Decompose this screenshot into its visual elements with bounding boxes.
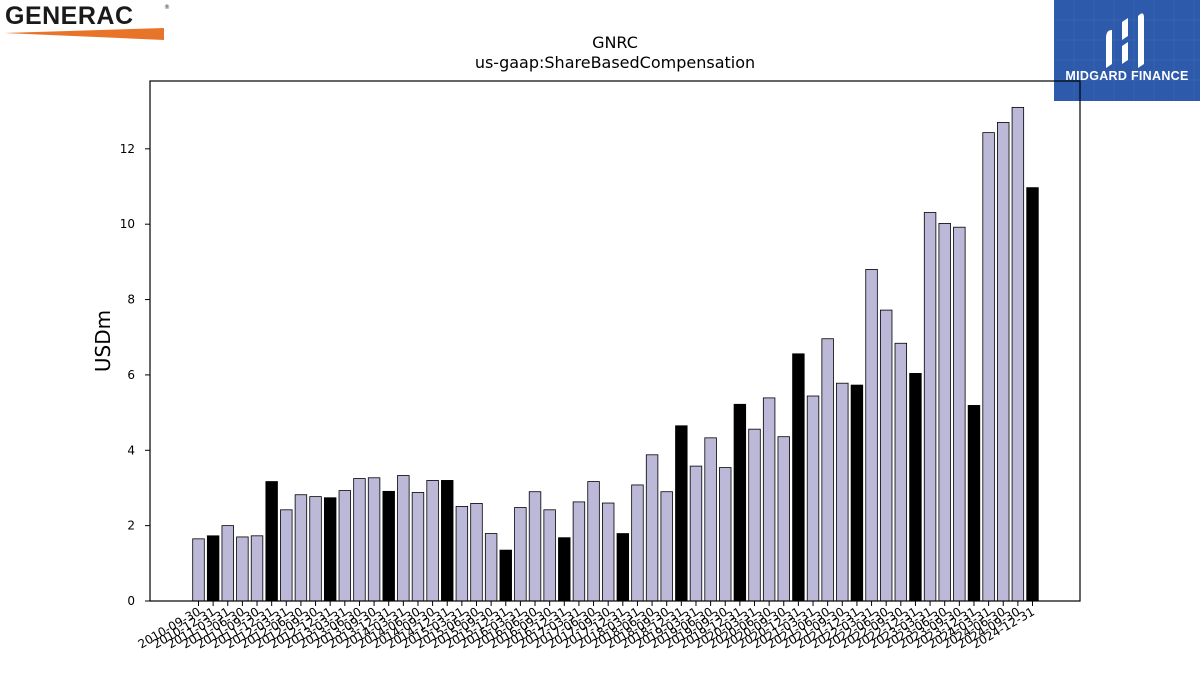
bar-2023-12-31 xyxy=(967,405,981,602)
bar-2020-12-31 xyxy=(792,353,805,602)
bar-2023-03-31 xyxy=(923,212,937,602)
bar-2011-03-31 xyxy=(221,525,234,602)
bar-2013-09-30 xyxy=(367,477,381,602)
bar-2017-09-30 xyxy=(601,502,615,602)
bar-2022-12-31 xyxy=(909,373,922,602)
bar-2015-03-31 xyxy=(455,506,469,602)
bar-series xyxy=(192,106,1039,602)
bar-2020-09-30 xyxy=(777,436,790,602)
bar-2024-09-30 xyxy=(1011,106,1025,602)
bar-2018-12-31 xyxy=(675,425,688,602)
bar-2014-09-30 xyxy=(426,480,439,602)
bar-2018-09-30 xyxy=(660,491,673,602)
x-axis: 2010-09-302010-12-312011-03-312011-06-30… xyxy=(136,601,1037,651)
bar-2016-06-30 xyxy=(528,491,542,602)
bar-2011-09-30 xyxy=(250,535,264,602)
y-tick-label: 6 xyxy=(127,368,135,382)
bar-2019-12-31 xyxy=(733,403,747,602)
bar-2017-03-31 xyxy=(572,501,586,602)
bar-2021-06-30 xyxy=(821,338,834,602)
y-tick-label: 2 xyxy=(127,519,135,533)
bar-2013-06-30 xyxy=(353,478,366,602)
bar-2024-12-31 xyxy=(1026,187,1039,602)
y-axis-label: USDm xyxy=(91,310,115,372)
bar-2010-12-31 xyxy=(206,535,220,602)
bar-2022-03-31 xyxy=(865,269,878,602)
bar-2013-12-31 xyxy=(382,490,395,602)
y-axis: 0 2 4 6 8 10 12 xyxy=(120,142,150,608)
bar-2019-09-30 xyxy=(719,467,732,602)
bar-2014-06-30 xyxy=(411,492,425,602)
bar-2014-03-31 xyxy=(397,475,410,602)
bar-2021-12-31 xyxy=(850,384,864,602)
midgard-finance-logo: MIDGARD FINANCE xyxy=(1054,0,1200,101)
bar-2022-06-30 xyxy=(879,309,893,602)
bar-2020-06-30 xyxy=(762,397,776,602)
bar-2015-09-30 xyxy=(484,533,498,602)
y-tick-label: 0 xyxy=(127,594,135,608)
bar-2011-06-30 xyxy=(236,536,249,602)
registered-mark: ® xyxy=(164,4,170,11)
chart-subtitle: us-gaap:ShareBasedCompensation xyxy=(475,53,755,72)
bar-2023-09-30 xyxy=(953,226,966,602)
bar-2022-09-30 xyxy=(894,342,908,602)
bar-2015-12-31 xyxy=(499,549,512,602)
bar-2020-03-31 xyxy=(748,428,761,602)
midgard-finance-text: MIDGARD FINANCE xyxy=(1065,69,1189,83)
bar-2019-03-31 xyxy=(689,465,703,602)
bar-2021-03-31 xyxy=(806,395,820,602)
bar-2016-09-30 xyxy=(543,509,556,602)
bar-2013-03-31 xyxy=(338,490,352,602)
generac-swoosh-icon xyxy=(4,28,164,40)
plot-frame xyxy=(149,80,1081,602)
bar-2010-09-30 xyxy=(192,538,205,602)
bar-2012-09-30 xyxy=(309,496,322,602)
bar-2024-03-31 xyxy=(982,132,995,602)
bar-2012-03-31 xyxy=(280,509,293,602)
bar-2024-06-30 xyxy=(997,122,1010,602)
bar-2021-09-30 xyxy=(836,382,849,602)
bar-2014-12-31 xyxy=(441,480,454,602)
bar-2012-12-31 xyxy=(323,497,337,602)
y-tick-label: 12 xyxy=(120,142,135,156)
bar-2018-03-31 xyxy=(631,484,644,602)
bar-2012-06-30 xyxy=(294,494,308,602)
generac-logo-text: GENERAC xyxy=(5,2,134,30)
bar-2023-06-30 xyxy=(938,223,951,602)
bar-2016-12-31 xyxy=(558,537,571,602)
chart-title: GNRC xyxy=(592,33,638,52)
y-tick-label: 10 xyxy=(120,217,135,231)
bar-2011-12-31 xyxy=(265,481,278,602)
bar-2017-12-31 xyxy=(616,533,630,602)
bar-2016-03-31 xyxy=(514,507,527,602)
midgard-finance-mark-icon xyxy=(1054,0,1200,101)
bar-2015-06-30 xyxy=(470,503,483,602)
y-tick-label: 8 xyxy=(127,293,135,307)
y-tick-label: 4 xyxy=(127,443,135,457)
bar-2019-06-30 xyxy=(704,437,717,602)
bar-2017-06-30 xyxy=(587,481,600,602)
bar-2018-06-30 xyxy=(645,454,659,602)
generac-logo: GENERAC ® xyxy=(0,0,175,45)
